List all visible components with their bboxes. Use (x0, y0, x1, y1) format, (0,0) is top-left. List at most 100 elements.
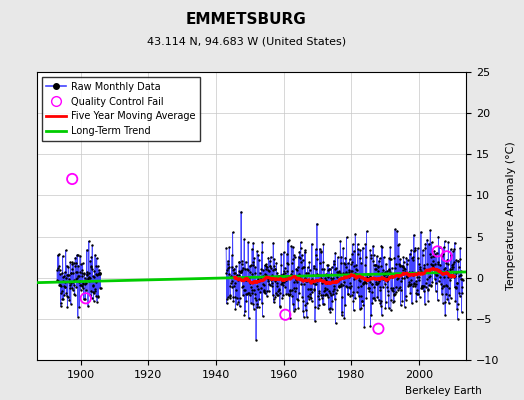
Point (261, 272, 270, 278)
Point (68, 284, 76, 291)
Point (329, 291, 337, 298)
Point (91, 288, 99, 294)
Point (374, 268, 383, 275)
Point (434, 259, 442, 265)
Point (333, 286, 341, 293)
Point (93, 255, 101, 262)
Point (74, 273, 83, 280)
Point (377, 242, 386, 249)
Point (68, 261, 77, 267)
Point (454, 258, 462, 264)
Point (243, 266, 251, 272)
Point (412, 298, 420, 304)
Point (308, 298, 316, 304)
Point (254, 275, 262, 282)
Point (85, 238, 93, 244)
Point (448, 264, 456, 270)
Point (246, 269, 255, 275)
Point (316, 260, 324, 266)
Point (351, 231, 359, 237)
Point (433, 249, 441, 256)
Point (432, 266, 440, 272)
Point (81, 278, 89, 284)
Point (348, 268, 357, 274)
Point (289, 256, 298, 262)
Point (68, 259, 77, 266)
Point (84, 303, 92, 309)
Point (293, 264, 302, 270)
Point (413, 269, 422, 275)
Point (295, 290, 303, 296)
Point (241, 266, 249, 272)
Point (454, 264, 463, 271)
Point (81, 281, 90, 287)
Point (403, 256, 412, 263)
Point (357, 273, 366, 280)
Point (448, 262, 456, 268)
Point (294, 297, 302, 303)
Point (82, 280, 90, 286)
Point (338, 309, 346, 316)
Point (358, 298, 366, 304)
Point (223, 296, 232, 303)
Point (457, 276, 466, 283)
Point (290, 252, 298, 258)
Point (423, 287, 432, 294)
Point (319, 241, 328, 248)
Point (268, 266, 277, 273)
Point (447, 274, 455, 280)
Point (452, 257, 461, 263)
Point (322, 280, 331, 286)
Point (355, 274, 364, 280)
Point (422, 280, 430, 286)
Point (231, 270, 239, 276)
Point (392, 284, 401, 290)
Point (427, 282, 435, 288)
Point (58, 296, 67, 302)
Point (322, 291, 330, 297)
Point (409, 272, 417, 278)
Point (330, 260, 339, 267)
Point (450, 246, 458, 252)
Point (69, 270, 78, 276)
Point (95, 271, 103, 277)
Point (227, 272, 235, 279)
Point (445, 300, 453, 306)
Point (405, 281, 413, 288)
Point (364, 284, 373, 291)
Point (260, 288, 269, 295)
Point (427, 282, 435, 289)
Point (438, 253, 446, 259)
Point (411, 283, 420, 289)
Point (311, 251, 320, 258)
Point (300, 249, 309, 256)
Point (396, 256, 405, 262)
Point (420, 262, 429, 268)
Point (294, 254, 303, 260)
Point (269, 240, 277, 246)
Point (229, 294, 237, 300)
Point (428, 239, 436, 246)
Point (228, 252, 236, 259)
Point (397, 302, 405, 308)
Point (442, 259, 451, 266)
Point (95, 269, 104, 276)
Point (318, 295, 326, 301)
Point (384, 292, 392, 298)
Point (352, 266, 361, 272)
Point (75, 269, 84, 276)
Point (339, 282, 347, 288)
Point (89, 283, 97, 289)
Point (67, 280, 75, 287)
Point (59, 253, 67, 259)
Point (391, 265, 399, 271)
Point (227, 264, 236, 270)
Point (91, 252, 99, 258)
Point (63, 294, 72, 300)
Point (337, 254, 345, 260)
Point (386, 256, 394, 262)
Point (282, 275, 290, 282)
Point (359, 279, 368, 286)
Point (369, 243, 377, 249)
Point (320, 284, 329, 291)
